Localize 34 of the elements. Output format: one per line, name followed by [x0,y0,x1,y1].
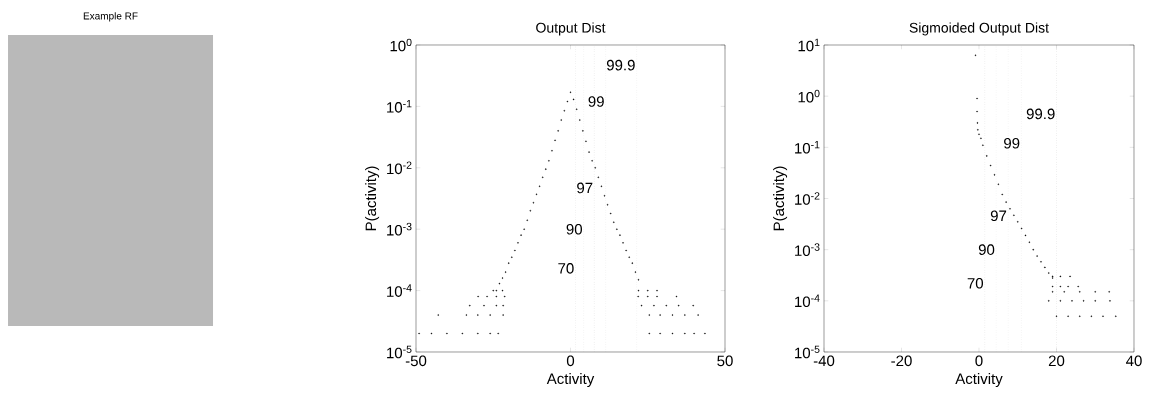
annotation: 99 [588,96,604,107]
annotation: 99.9 [606,59,635,71]
text: Example RF [83,12,138,22]
y-tick-label: 10$^{-1}$ [795,141,820,154]
y-tick-label: 10$^{-1}$ [387,100,412,113]
y-tick-label: 10$^{0}$ [798,89,820,103]
y-axis-title: P(activity) [773,166,788,231]
x-tick-label: 40 [1125,355,1142,367]
annotation: 97 [577,182,593,194]
y-tick-label: 10$^{-4}$ [795,294,820,308]
annotation: 90 [566,223,582,235]
annotation: 70 [967,277,984,289]
y-tick-label: 10$^{1}$ [798,38,820,52]
x-tick-label: 20 [1048,355,1065,367]
annotation: 99.9 [1026,108,1055,120]
y-tick-label: 10$^{-3}$ [387,222,412,236]
y-tick-label: 10$^{0}$ [390,38,412,52]
annotation: 97 [990,210,1007,222]
x-tick-label: 0 [566,355,575,367]
x-tick-label: 0 [975,355,983,367]
y-tick-label: 10$^{-2}$ [387,161,412,175]
y-axis-title: P(activity) [365,166,380,231]
x-axis-title: Activity [546,373,595,387]
annotation: 99 [1004,137,1020,149]
x-tick-label: -20 [891,355,912,367]
annotation: 70 [558,263,574,274]
x-axis-title: Activity [955,373,1003,387]
annotation: 90 [978,244,995,255]
x-tick-label: 50 [717,355,733,367]
chart-title: Sigmoided Output Dist [909,22,1049,36]
chart-title: Output Dist [536,22,606,36]
y-tick-label: 10$^{-3}$ [795,243,820,257]
y-tick-label: 10$^{-4}$ [387,284,412,297]
y-tick-label: 10$^{-2}$ [795,192,820,205]
